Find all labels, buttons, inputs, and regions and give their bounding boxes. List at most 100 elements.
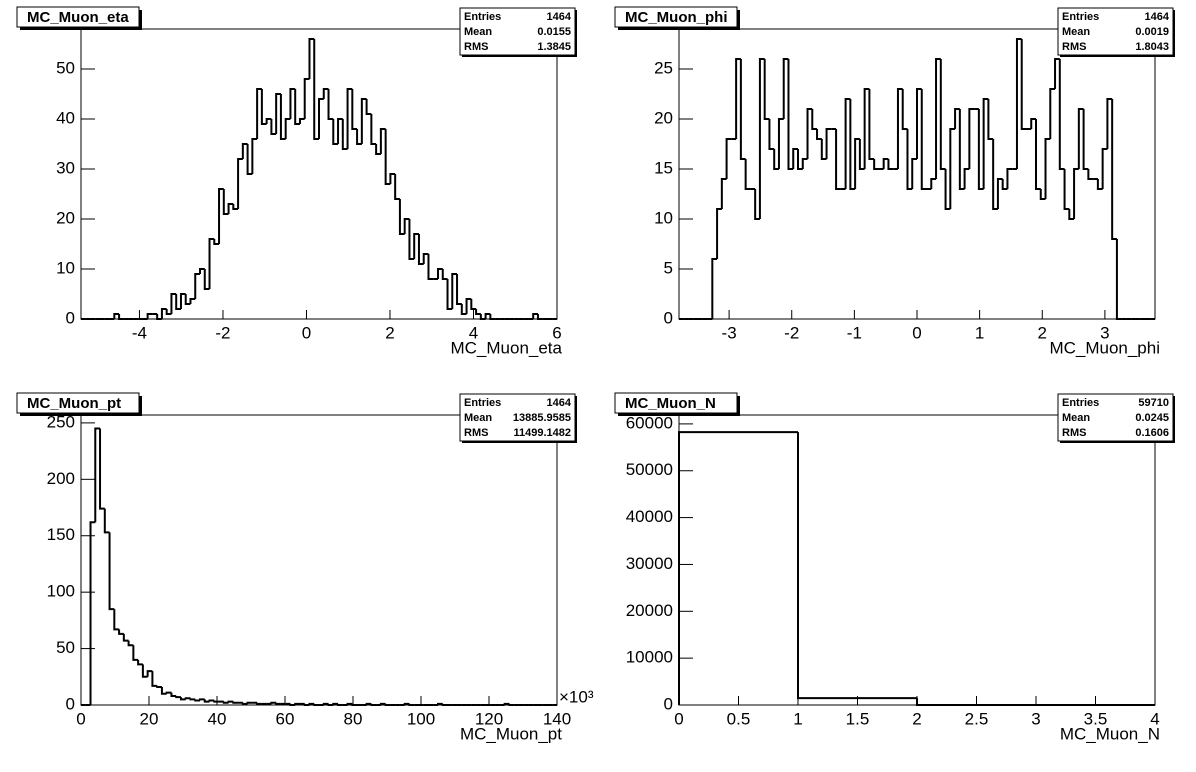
histogram-bin bbox=[403, 702, 410, 705]
histogram-bin bbox=[825, 128, 832, 159]
y-tick-label: 10000 bbox=[626, 648, 673, 667]
y-tick-label: 40000 bbox=[626, 507, 673, 526]
histogram-bin bbox=[754, 189, 760, 220]
chart-title: MC_Muon_pt bbox=[27, 395, 121, 412]
histogram-bin bbox=[739, 59, 746, 160]
frame bbox=[80, 414, 558, 706]
histogram-bin bbox=[930, 178, 937, 189]
histogram-bin bbox=[787, 59, 794, 170]
histogram-bin bbox=[403, 218, 410, 234]
histogram-bin bbox=[313, 703, 319, 706]
histogram-bin bbox=[489, 314, 496, 320]
histogram-bin bbox=[308, 38, 315, 79]
title-box bbox=[614, 392, 738, 414]
histogram-bin bbox=[939, 59, 946, 170]
histogram-bin bbox=[103, 508, 110, 534]
histogram-bin bbox=[773, 149, 779, 170]
histogram-bin bbox=[887, 159, 894, 170]
histogram-bin bbox=[337, 703, 343, 706]
histogram-bin bbox=[365, 702, 372, 705]
histogram-bin bbox=[1096, 179, 1103, 190]
histogram-bin bbox=[441, 703, 448, 706]
histogram-bin bbox=[313, 39, 319, 140]
histogram-bin bbox=[949, 128, 956, 209]
histogram-bin bbox=[1015, 38, 1022, 169]
y-tick-label: 25 bbox=[654, 58, 673, 77]
histogram-bin bbox=[322, 88, 329, 99]
histogram-bin bbox=[318, 98, 324, 139]
histogram-bin bbox=[375, 144, 381, 155]
x-tick-label: 2 bbox=[385, 323, 394, 342]
y-tick-label: 20000 bbox=[626, 601, 673, 620]
histogram-bin bbox=[408, 219, 415, 260]
histogram-bin bbox=[337, 118, 343, 144]
y-tick-label: 50 bbox=[56, 58, 75, 77]
histogram-bin bbox=[260, 89, 267, 125]
histogram-bin bbox=[208, 238, 215, 289]
histogram-bin bbox=[213, 700, 220, 703]
histogram-bin bbox=[816, 129, 822, 140]
stats-box bbox=[459, 393, 576, 442]
histogram-bin bbox=[241, 702, 248, 705]
chart-title: MC_Muon_eta bbox=[27, 9, 129, 26]
histogram-bin bbox=[977, 109, 984, 190]
histogram-bin bbox=[1006, 168, 1013, 189]
x-tick-label: 3 bbox=[1031, 709, 1040, 728]
histogram-bin bbox=[179, 293, 186, 309]
histogram-bin bbox=[213, 239, 220, 245]
histogram-bin bbox=[844, 98, 851, 189]
histogram-bin bbox=[118, 629, 124, 635]
x-tick-label: -2 bbox=[215, 323, 230, 342]
stats-value: 0.0245 bbox=[1135, 412, 1169, 424]
histogram-bin bbox=[146, 313, 153, 319]
histogram-bin bbox=[768, 119, 775, 150]
histogram-bin bbox=[156, 314, 162, 320]
histogram-bin bbox=[782, 58, 789, 119]
histogram-bin bbox=[484, 313, 491, 319]
histogram-bin bbox=[1106, 98, 1113, 149]
title-box bbox=[614, 6, 738, 28]
histogram-bin bbox=[716, 208, 722, 259]
histogram-bin bbox=[398, 199, 405, 235]
histogram-bin bbox=[678, 431, 798, 705]
histogram-bin bbox=[996, 178, 1003, 209]
histogram-bin bbox=[89, 521, 96, 705]
histogram-bin bbox=[820, 139, 827, 160]
x-tick-label: -3 bbox=[722, 323, 737, 342]
histogram-bin bbox=[251, 138, 258, 174]
y-tick-label: 40 bbox=[56, 108, 75, 127]
stats-label: Mean bbox=[1062, 26, 1090, 38]
x-tick-label: 1 bbox=[975, 323, 984, 342]
histogram-bin bbox=[199, 268, 205, 274]
y-tick-label: 100 bbox=[47, 582, 75, 601]
histogram-bin bbox=[289, 88, 296, 119]
histogram-bin bbox=[303, 703, 310, 706]
histogram-bin bbox=[1030, 118, 1036, 129]
histogram-bin bbox=[982, 98, 989, 189]
histogram-bin bbox=[896, 88, 903, 169]
histogram-bin bbox=[437, 702, 443, 705]
histogram-bin bbox=[389, 173, 396, 184]
histogram-bin bbox=[920, 89, 927, 190]
histogram-bin bbox=[284, 118, 291, 139]
histogram-bin bbox=[184, 697, 191, 700]
y-tick-label: 20 bbox=[654, 108, 673, 127]
histogram-bin bbox=[711, 258, 718, 319]
histogram-bin bbox=[365, 99, 372, 115]
histogram-bin bbox=[351, 703, 358, 706]
frame bbox=[678, 28, 1156, 320]
stats-box bbox=[1057, 7, 1174, 56]
histogram-bin bbox=[792, 148, 798, 169]
histogram-bin bbox=[275, 93, 281, 134]
histogram-bin bbox=[508, 703, 515, 706]
histogram-bin bbox=[763, 59, 770, 120]
histogram-bin bbox=[227, 700, 234, 703]
histogram-bin bbox=[1087, 169, 1094, 180]
histogram-bin bbox=[203, 699, 210, 703]
x-tick-label: 4 bbox=[469, 323, 478, 342]
histogram-bin bbox=[868, 89, 875, 160]
histogram-bin bbox=[1001, 179, 1008, 190]
histogram-bin bbox=[873, 159, 879, 170]
y-tick-label: 10 bbox=[654, 208, 673, 227]
histogram-bin bbox=[379, 128, 386, 154]
